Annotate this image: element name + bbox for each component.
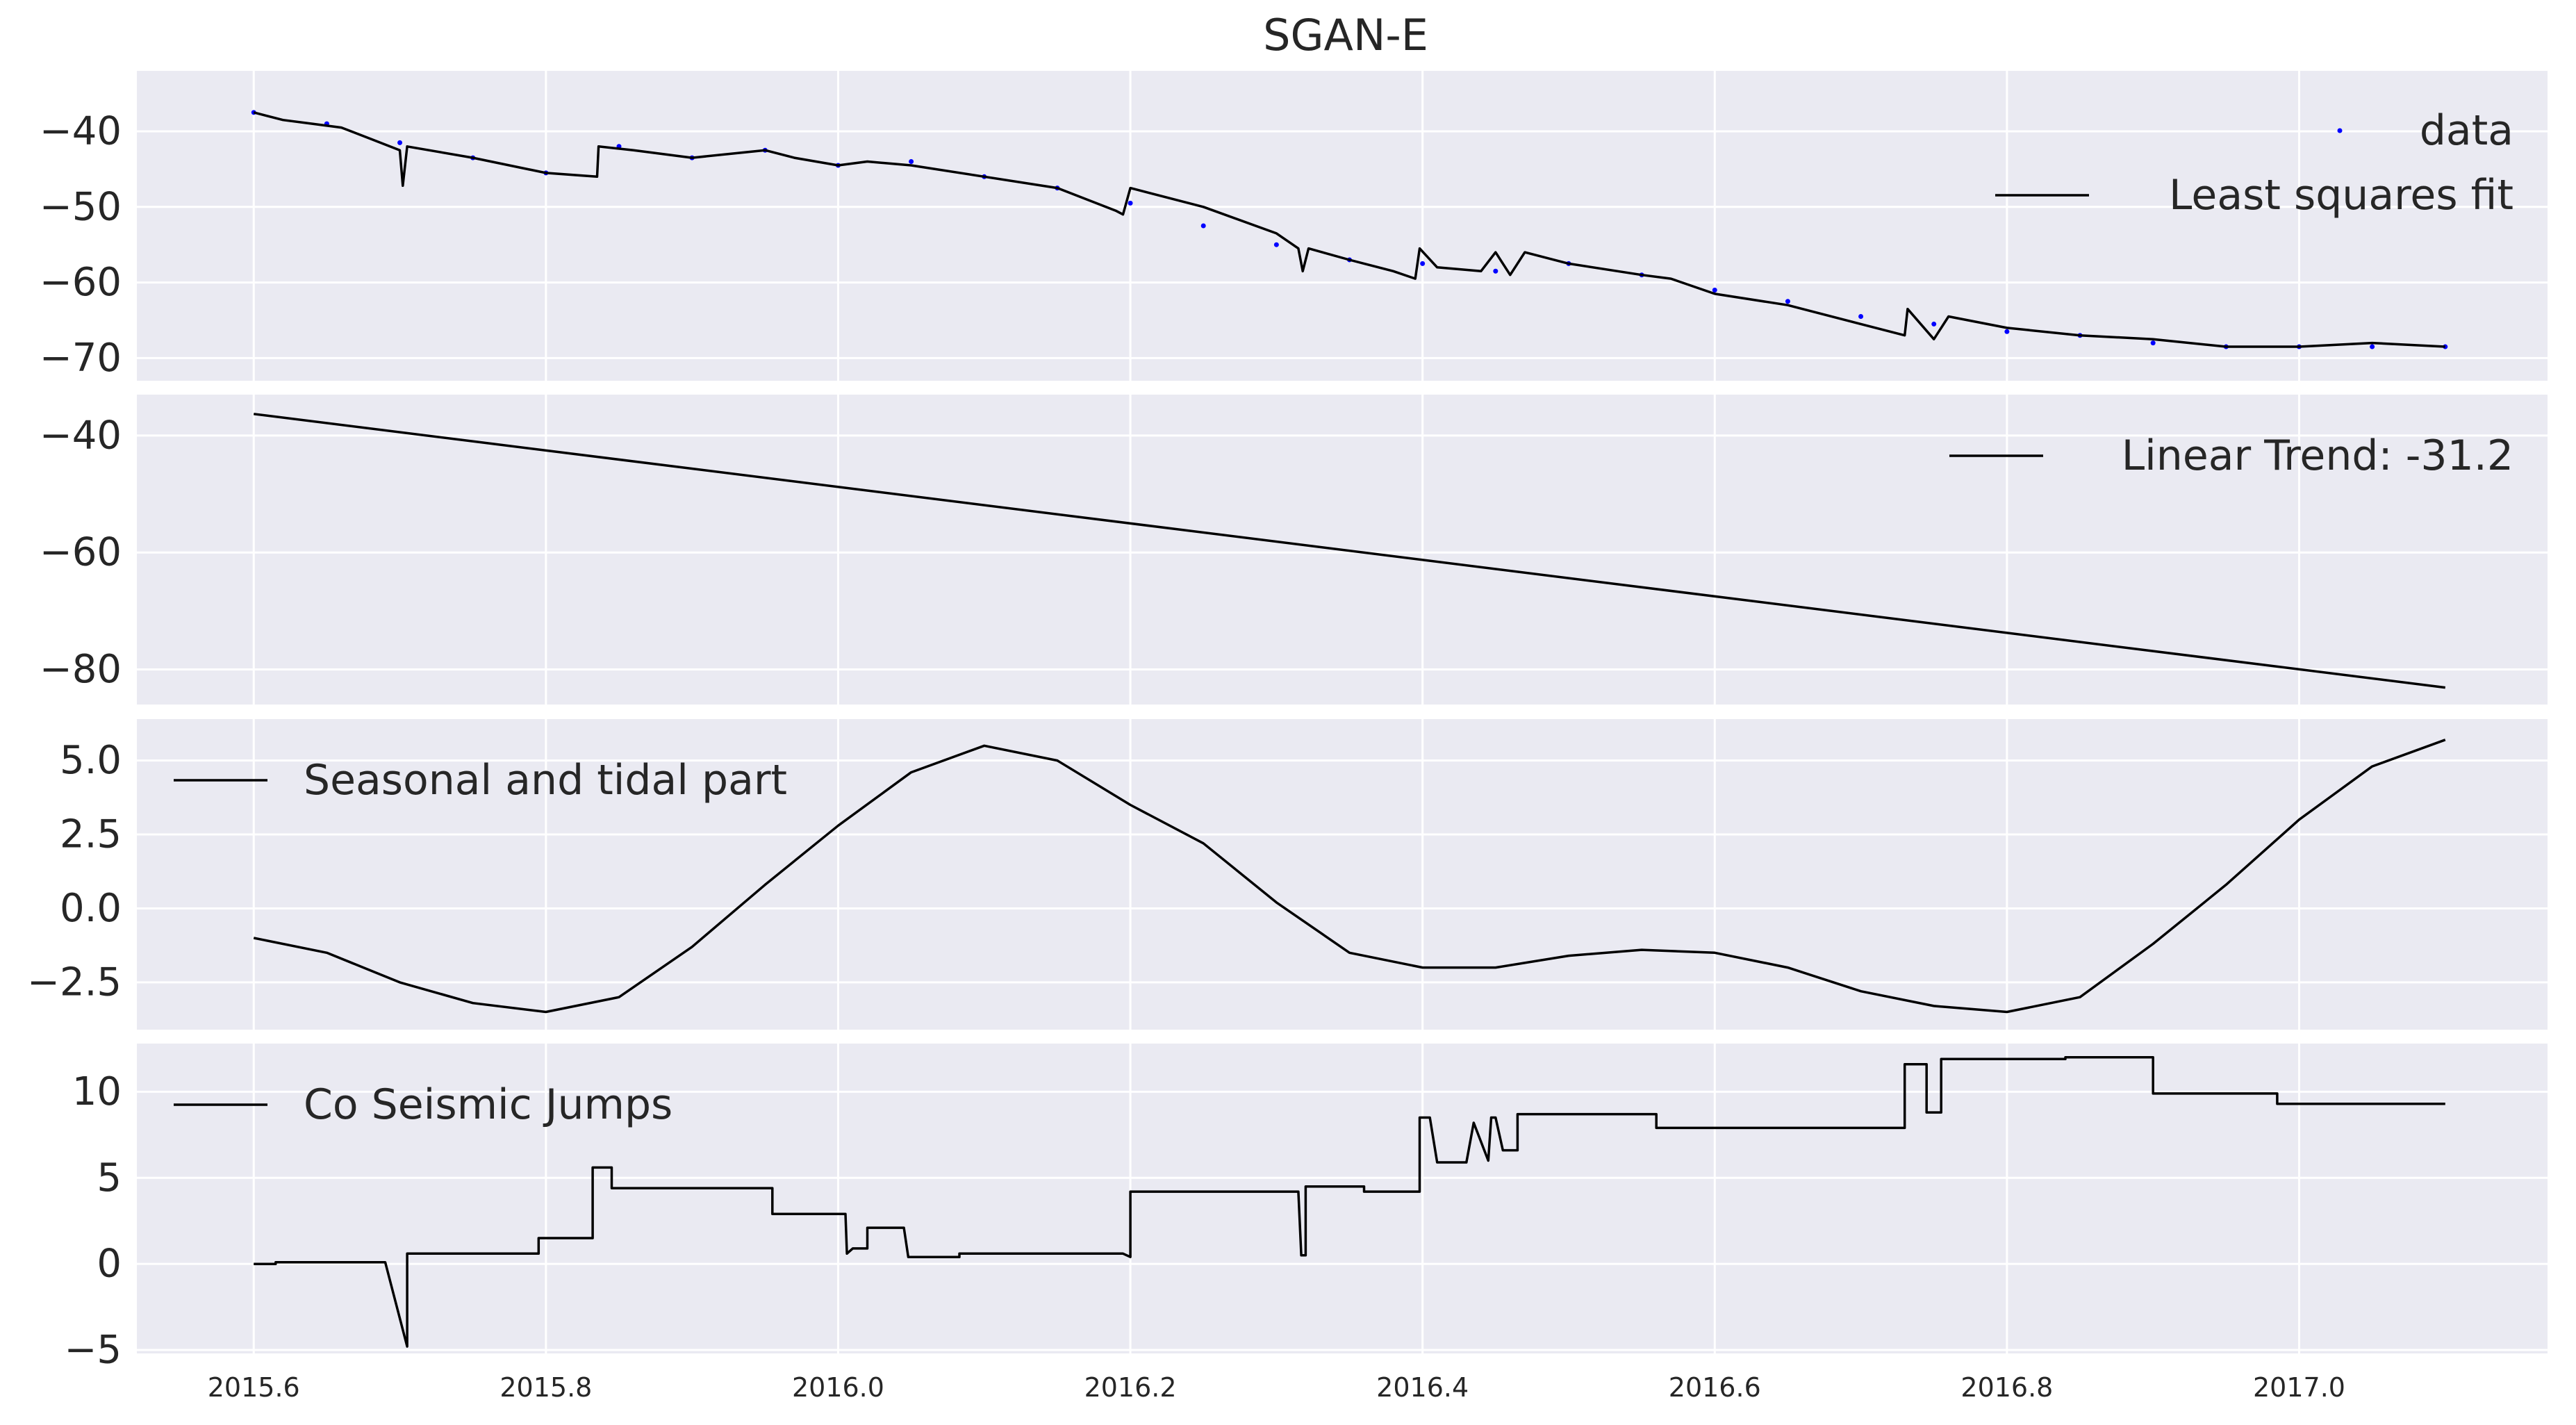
legend: data Least squares fit (1995, 106, 2513, 220)
y-tick-label: 10 (72, 1069, 122, 1114)
legend: Seasonal and tidal part (174, 756, 787, 805)
legend-label: Least squares fit (2169, 171, 2513, 220)
data-point (1493, 268, 1498, 274)
x-tick-label: 2017.0 (2253, 1372, 2345, 1403)
y-tick-label: −70 (40, 336, 122, 381)
y-tick-label: 5.0 (60, 738, 122, 783)
data-point (2150, 340, 2156, 346)
x-tick-label: 2015.6 (208, 1372, 300, 1403)
data-point (1128, 200, 1133, 206)
y-tick-label: −80 (40, 647, 122, 692)
data-point (1420, 261, 1426, 266)
data-point (397, 140, 403, 145)
data-point (1858, 314, 1864, 320)
panel-background (137, 1044, 2548, 1353)
y-tick-label: −2.5 (27, 959, 122, 1005)
y-tick-label: 2.5 (60, 812, 122, 857)
data-point (1931, 321, 1937, 327)
series-line (253, 111, 2445, 348)
panel-background (137, 719, 2548, 1030)
series-line (253, 739, 2446, 1014)
panel-background (137, 71, 2548, 381)
legend-label: Co Seismic Jumps (304, 1080, 672, 1129)
legend: Linear Trend: -31.2 (1949, 431, 2513, 480)
panel-3: 5.0 2.5 0.0 −2.5 Seasonal and tidal part (27, 719, 2548, 1030)
x-tick-label: 2016.2 (1084, 1372, 1177, 1403)
y-tick-label: −40 (40, 413, 122, 458)
y-tick-label: −5 (64, 1328, 122, 1373)
legend-label: Linear Trend: -31.2 (2122, 431, 2513, 480)
y-tick-label: −60 (40, 260, 122, 305)
y-tick-label: 0 (97, 1242, 122, 1287)
panel-1: −40 −50 −60 −70 data Least squares fit (40, 71, 2548, 381)
legend-label: Seasonal and tidal part (304, 756, 787, 805)
series-line (254, 1056, 2445, 1348)
y-tick-label: 5 (97, 1155, 122, 1201)
data-point (909, 159, 914, 165)
data-point (1785, 299, 1790, 304)
x-tick-label: 2016.8 (1960, 1372, 2053, 1403)
data-point (2004, 329, 2010, 334)
x-tick-label: 2015.8 (499, 1372, 592, 1403)
x-tick-label: 2016.6 (1669, 1372, 1761, 1403)
y-tick-label: −60 (40, 530, 122, 575)
data-point (1200, 223, 1206, 229)
y-tick-label: 0.0 (60, 886, 122, 931)
series-line (253, 413, 2446, 689)
y-tick-label: −40 (40, 109, 122, 154)
data-point (1273, 242, 1279, 247)
legend-label: data (2420, 106, 2513, 155)
panel-4: 10 5 0 −5 Co Seismic Jumps (64, 1044, 2548, 1373)
data-point (2370, 344, 2375, 349)
legend: Co Seismic Jumps (174, 1080, 672, 1129)
y-tick-label: −50 (40, 184, 122, 229)
legend-marker (2337, 128, 2343, 133)
panel-2: −40 −60 −80 Linear Trend: -31.2 (40, 395, 2548, 705)
chart-title: SGAN-E (1263, 10, 1428, 60)
data-point (1712, 287, 1717, 293)
x-tick-label: 2016.0 (792, 1372, 884, 1403)
x-tick-label: 2016.4 (1376, 1372, 1469, 1403)
